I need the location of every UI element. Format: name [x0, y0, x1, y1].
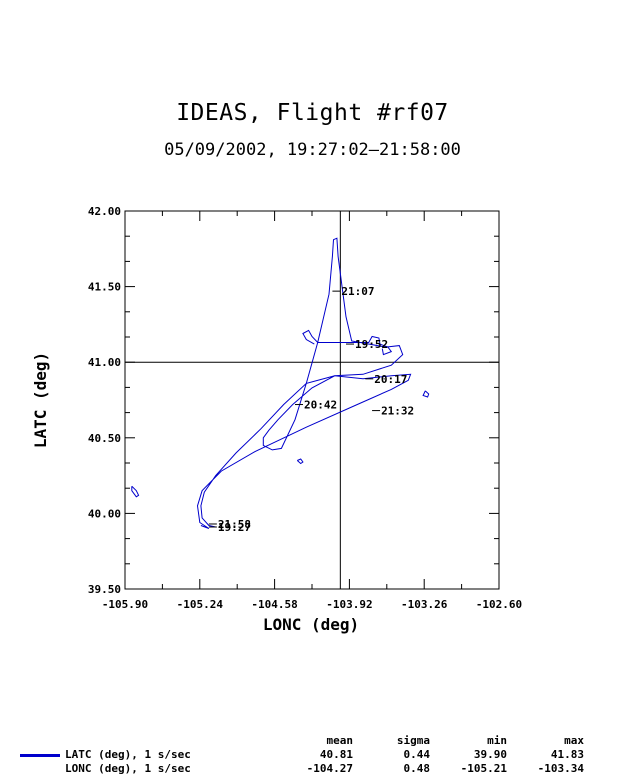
x-tick-label: -102.60 — [476, 598, 522, 611]
stats-header-sigma: sigma — [396, 734, 430, 747]
stats-row-name: LATC (deg), 1 s/sec — [65, 748, 191, 761]
stats-row: LONC (deg), 1 s/sec -104.27 0.48 -105.21… — [0, 762, 625, 776]
y-tick-label: 41.50 — [88, 281, 121, 294]
stats-header-row: mean sigma min max — [0, 734, 625, 748]
track-fragment — [422, 390, 430, 398]
track-fragment — [296, 458, 304, 465]
time-annotation: 19:52 — [355, 338, 388, 351]
time-annotation: 20:17 — [374, 373, 407, 386]
x-tick-label: -104.58 — [251, 598, 297, 611]
stats-row-sigma: 0.44 — [403, 748, 431, 761]
y-tick-label: 40.00 — [88, 507, 121, 520]
x-tick-label: -103.92 — [326, 598, 372, 611]
stats-table: mean sigma min max LATC (deg), 1 s/sec 4… — [0, 734, 625, 776]
x-tick-label: -105.24 — [177, 598, 224, 611]
stats-row-max: 41.83 — [550, 748, 584, 761]
time-annotation: 21:07 — [341, 285, 374, 298]
time-annotation: 19:27 — [218, 521, 251, 534]
flight-track-line — [302, 329, 393, 356]
y-axis-label: LATC (deg) — [31, 352, 50, 448]
time-annotation: 20:42 — [304, 399, 337, 412]
stats-row-min: 39.90 — [473, 748, 507, 761]
flight-track-line — [196, 237, 412, 529]
chart-subtitle: 05/09/2002, 19:27:02–21:58:00 — [164, 140, 461, 160]
stats-row-sigma: 0.48 — [403, 762, 431, 775]
time-annotation: 21:32 — [381, 405, 414, 418]
x-tick-label: -105.90 — [102, 598, 148, 611]
x-tick-label: -103.26 — [401, 598, 448, 611]
time-annotation: 21:58 — [218, 518, 251, 531]
y-tick-label: 41.00 — [88, 356, 121, 369]
stats-row-mean: 40.81 — [319, 748, 353, 761]
y-tick-label: 42.00 — [88, 205, 121, 218]
y-tick-label: 40.50 — [88, 432, 121, 445]
chart-title: IDEAS, Flight #rf07 — [176, 100, 449, 126]
stats-row-mean: -104.27 — [306, 762, 353, 775]
legend-line-swatch — [20, 754, 60, 757]
stats-row-max: -103.34 — [537, 762, 584, 775]
stats-header-mean: mean — [326, 734, 354, 747]
stats-row: LATC (deg), 1 s/sec 40.81 0.44 39.90 41.… — [0, 748, 625, 762]
stats-header-max: max — [564, 734, 584, 747]
stats-row-min: -105.21 — [460, 762, 507, 775]
x-axis-label: LONC (deg) — [263, 615, 359, 634]
stats-row-name: LONC (deg), 1 s/sec — [65, 762, 191, 775]
stats-header-min: min — [487, 734, 507, 747]
y-tick-label: 39.50 — [88, 583, 121, 596]
track-fragment — [131, 485, 140, 498]
